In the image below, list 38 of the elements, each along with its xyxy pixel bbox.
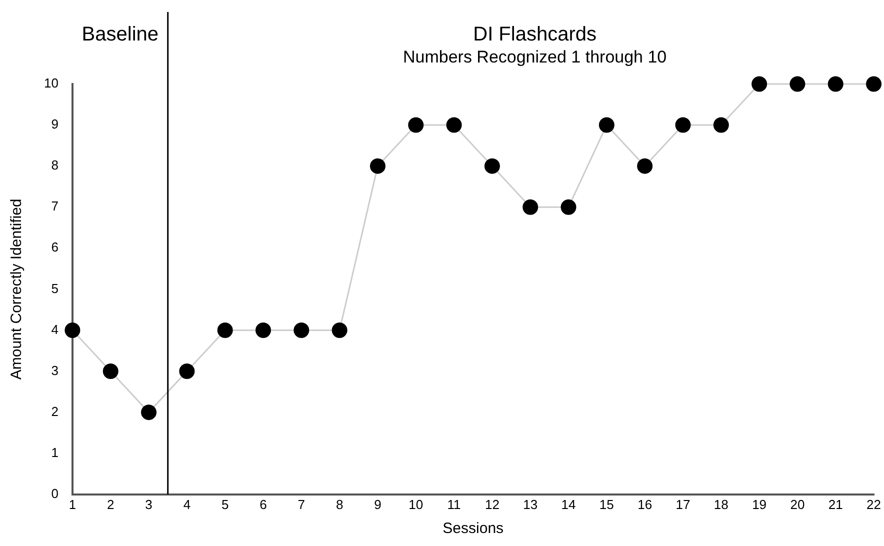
y-tick-label: 1 (51, 444, 58, 460)
x-tick-label: 11 (447, 496, 461, 512)
y-tick-label: 2 (51, 404, 58, 419)
x-tick-label: 5 (221, 496, 229, 512)
x-tick-label: 16 (638, 496, 652, 512)
x-tick-label: 12 (484, 496, 500, 512)
x-tick-label: 4 (183, 496, 191, 512)
x-tick-label: 1 (68, 496, 76, 512)
x-tick-label: 19 (752, 496, 767, 512)
text: Baseline (82, 24, 159, 46)
y-tick-label: 7 (51, 198, 58, 214)
y-tick-label: 3 (51, 362, 58, 378)
x-tick-label: 21 (828, 496, 843, 512)
y-axis-title: Amount Correctly Identified (8, 198, 26, 380)
x-tick-label: 15 (599, 496, 614, 512)
x-tick-label: 18 (714, 496, 728, 512)
x-tick-label: 3 (145, 496, 152, 512)
x-tick-label: 22 (866, 496, 882, 512)
y-tick-label: 8 (51, 158, 58, 173)
x-tick-label: 10 (408, 496, 424, 512)
y-tick-label: 4 (51, 322, 58, 337)
text: DI Flashcards (473, 24, 596, 46)
x-tick-label: 6 (260, 496, 267, 512)
x-tick-label: 20 (790, 496, 805, 512)
y-tick-label: 9 (51, 116, 58, 132)
x-tick-label: 8 (336, 496, 344, 512)
x-tick-label: 17 (676, 496, 690, 512)
chart-title: Numbers Recognized 1 through 10 (402, 48, 667, 67)
x-tick-label: 13 (523, 496, 538, 512)
y-tick-label: 10 (44, 76, 58, 91)
y-tick-label: 5 (51, 280, 58, 296)
y-tick-label: 0 (51, 486, 58, 501)
x-tick-label: 14 (561, 496, 576, 512)
x-axis-title: Sessions (442, 520, 504, 538)
x-tick-label: 7 (298, 496, 306, 512)
x-tick-label: 9 (374, 496, 382, 512)
x-tick-label: 2 (107, 496, 114, 512)
y-tick-label: 6 (51, 240, 58, 255)
